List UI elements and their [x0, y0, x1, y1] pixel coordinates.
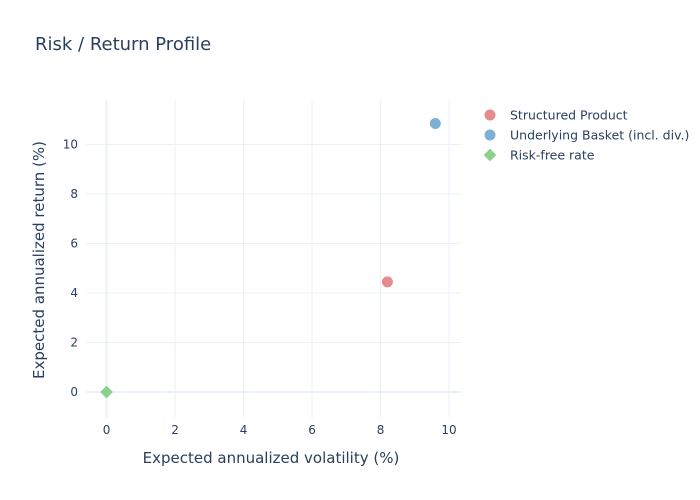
x-tick-label: 4: [240, 423, 248, 437]
x-tick-label: 8: [377, 423, 385, 437]
grid-lines: [86, 100, 461, 418]
x-axis-title: Expected annualized volatility (%): [143, 449, 400, 467]
x-tick-label: 6: [308, 423, 316, 437]
x-tick-label: 10: [441, 423, 456, 437]
legend-marker-structured-product: [484, 109, 496, 121]
legend-marker-risk-free-rate: [483, 148, 497, 162]
chart-title: Risk / Return Profile: [35, 34, 211, 55]
y-tick-label: 8: [70, 187, 78, 201]
y-tick-label: 0: [70, 385, 78, 399]
legend-label-underlying-basket-incl-div: Underlying Basket (incl. div.): [510, 128, 689, 143]
x-tick-label: 0: [103, 423, 111, 437]
x-tick-label: 2: [171, 423, 179, 437]
y-tick-label: 2: [70, 336, 78, 350]
y-tick-label: 10: [63, 138, 78, 152]
legend-marker-underlying-basket-incl-div: [484, 129, 496, 141]
risk-free-rate-point: [100, 385, 113, 399]
legend-label-structured-product: Structured Product: [510, 108, 628, 123]
legend-label-risk-free-rate: Risk-free rate: [510, 148, 595, 163]
legend: Structured Product Underlying Basket (inc…: [483, 108, 689, 163]
data-points: [100, 118, 441, 399]
structured-product-point: [381, 276, 393, 288]
y-tick-label: 4: [70, 286, 78, 300]
axis-ticks: 0 2 4 6 8 10 0 2 4 6 8 10: [63, 138, 457, 437]
underlying-basket-incl-div-point: [429, 118, 441, 130]
y-tick-label: 6: [70, 237, 78, 251]
y-axis-title: Expected annualized return (%): [30, 141, 48, 379]
